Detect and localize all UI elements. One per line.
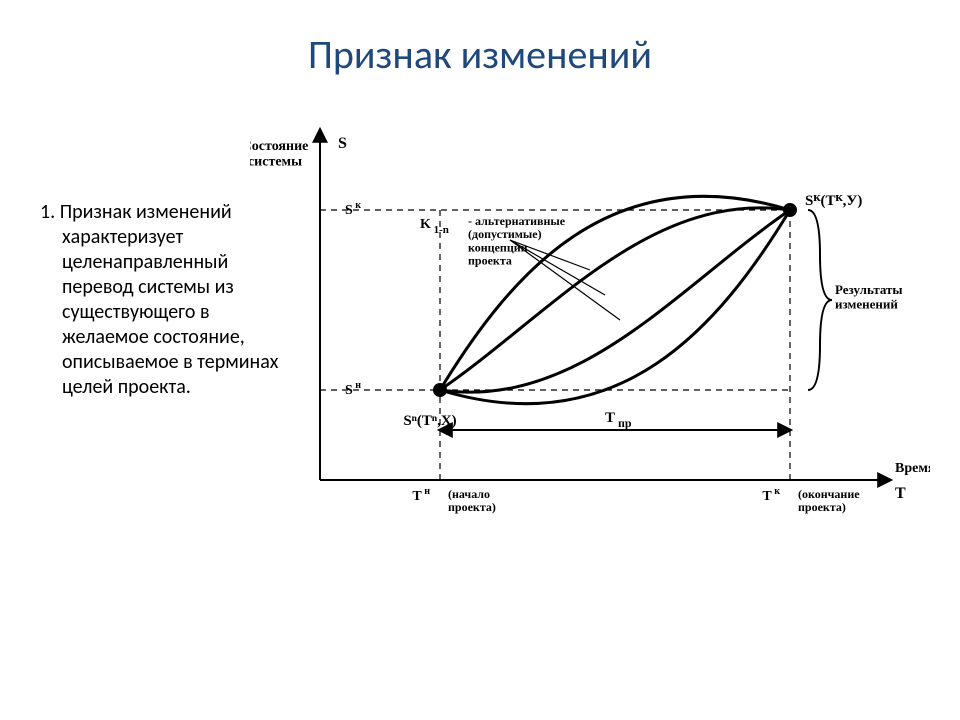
svg-text:T к: T к xyxy=(762,486,780,504)
svg-text:(началопроекта): (началопроекта) xyxy=(448,487,496,514)
state-transition-diagram: Состояниесистемы S Время T S к S н Sⁿ(Tⁿ,X) Sᴷ(… xyxy=(250,100,930,520)
svg-text:Результатыизменений: Результатыизменений xyxy=(835,282,903,311)
svg-text:Sⁿ(Tⁿ,X): Sⁿ(Tⁿ,X) xyxy=(403,413,456,429)
svg-text:(окончаниепроекта): (окончаниепроекта) xyxy=(798,487,860,514)
svg-text:S н: S н xyxy=(345,380,361,398)
diagram-svg: Состояниесистемы S Время T S к S н Sⁿ(Tⁿ,X) Sᴷ(… xyxy=(250,100,930,520)
svg-text:T пр: T пр xyxy=(605,410,632,430)
svg-text:S: S xyxy=(338,135,347,152)
svg-text:S к: S к xyxy=(345,200,361,218)
svg-text:K 1-n: K 1-n xyxy=(420,217,449,236)
slide: Признак изменений 1. Признак изменений х… xyxy=(0,0,960,720)
svg-text:Время: Время xyxy=(895,461,930,476)
svg-text:T н: T н xyxy=(412,486,430,504)
svg-text:Sᴷ(Tᴷ,У): Sᴷ(Tᴷ,У) xyxy=(805,193,862,209)
svg-text:T: T xyxy=(895,485,906,502)
svg-text:- альтернативные(допустимые)ко: - альтернативные(допустимые)концепциипро… xyxy=(468,214,566,268)
slide-title: Признак изменений xyxy=(0,30,960,79)
svg-text:Состояниесистемы: Состояниесистемы xyxy=(250,139,308,169)
